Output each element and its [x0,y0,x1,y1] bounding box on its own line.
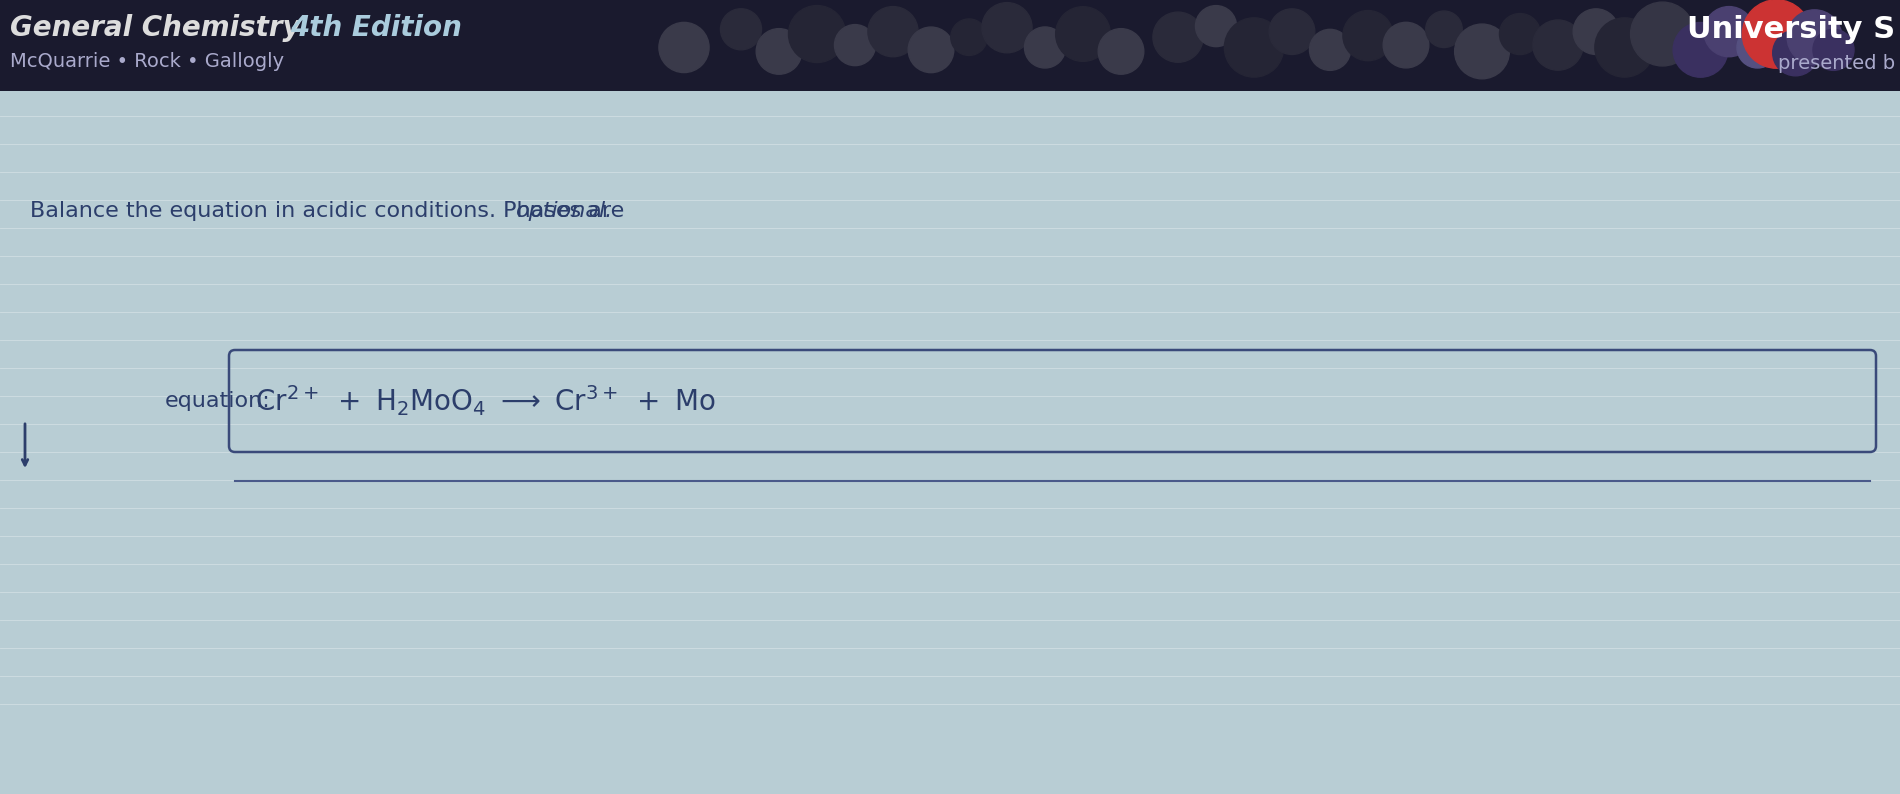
Circle shape [1455,24,1509,79]
Text: Balance the equation in acidic conditions. Phases are: Balance the equation in acidic condition… [30,201,631,221]
Text: McQuarrie • Rock • Gallogly: McQuarrie • Rock • Gallogly [10,52,285,71]
Circle shape [1742,0,1811,68]
Circle shape [1630,2,1695,66]
Circle shape [1533,20,1583,70]
Text: $\mathrm{Cr^{2+}\ +\ H_2MoO_4\ \longrightarrow\ Cr^{3+}\ +\ Mo}$: $\mathrm{Cr^{2+}\ +\ H_2MoO_4\ \longrigh… [255,384,716,418]
Circle shape [834,25,876,66]
Circle shape [1153,12,1203,62]
Circle shape [788,6,846,63]
Bar [0,0,1900,91]
Circle shape [1773,30,1818,75]
Circle shape [1674,22,1727,77]
Circle shape [1813,29,1854,71]
Circle shape [1737,27,1778,68]
Circle shape [756,29,802,74]
Circle shape [982,2,1032,52]
Text: optional.: optional. [517,201,614,221]
Circle shape [1309,29,1351,71]
Circle shape [908,27,954,73]
Circle shape [1056,6,1110,61]
Circle shape [1024,27,1066,68]
Text: 4th Edition: 4th Edition [291,13,462,41]
Circle shape [1383,22,1429,68]
Circle shape [1195,6,1237,47]
Circle shape [1499,13,1541,55]
Circle shape [1269,9,1315,55]
Circle shape [1704,6,1754,56]
Text: presented b: presented b [1778,54,1894,73]
Circle shape [950,19,988,56]
Text: University S: University S [1687,15,1894,44]
Circle shape [1594,17,1655,77]
Circle shape [1788,10,1841,64]
Circle shape [1224,17,1284,77]
Circle shape [1425,11,1463,48]
Text: equation:: equation: [165,391,270,411]
Circle shape [1573,9,1619,55]
Text: General Chemistry: General Chemistry [10,13,310,41]
Circle shape [720,9,762,50]
Circle shape [1098,29,1144,74]
Circle shape [659,22,709,72]
Circle shape [868,6,918,56]
Circle shape [1343,10,1393,60]
